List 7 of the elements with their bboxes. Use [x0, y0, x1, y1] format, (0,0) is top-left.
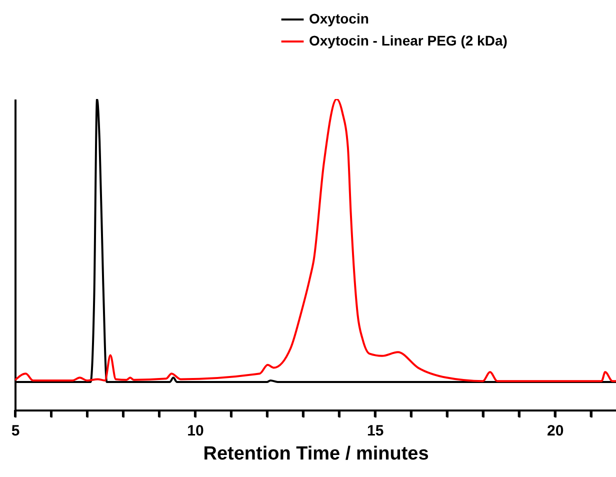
x-tick-label: 15 — [367, 422, 384, 440]
x-tick-label: 10 — [187, 422, 204, 440]
legend-label: Oxytocin - Linear PEG (2 kDa) — [309, 32, 508, 48]
x-axis-title: Retention Time / minutes — [203, 444, 429, 464]
x-tick-label: 20 — [546, 422, 564, 440]
x-tick-label: 5 — [11, 422, 20, 440]
legend-label: Oxytocin — [309, 10, 369, 26]
